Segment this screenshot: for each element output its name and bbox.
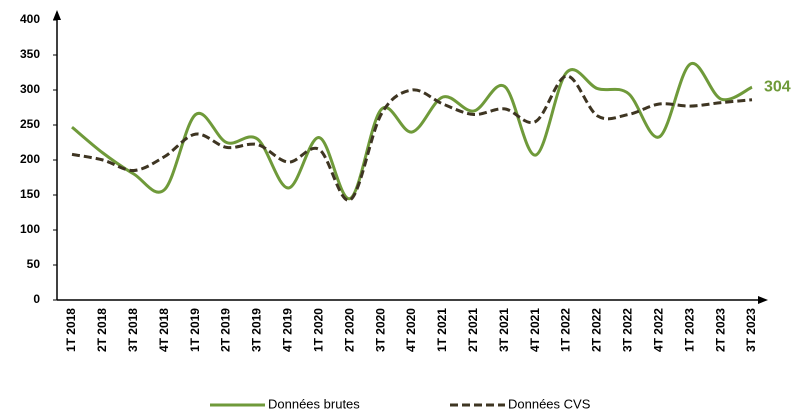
y-tick-label: 100 — [20, 222, 40, 236]
x-tick-label: 3T 2023 — [744, 308, 758, 352]
x-tick-label: 4T 2020 — [404, 308, 418, 352]
y-tick-label: 350 — [20, 47, 40, 61]
y-tick-label: 400 — [20, 12, 40, 26]
data-label: 304 — [764, 78, 791, 95]
x-tick-label: 2T 2019 — [219, 308, 233, 352]
y-tick-label: 200 — [20, 152, 40, 166]
x-tick-label: 1T 2023 — [682, 308, 696, 352]
x-tick-label: 1T 2019 — [188, 308, 202, 352]
x-tick-label: 2T 2021 — [466, 308, 480, 352]
x-tick-label: 1T 2020 — [311, 308, 325, 352]
x-tick-label: 4T 2018 — [157, 308, 171, 352]
y-tick-label: 0 — [33, 292, 40, 306]
y-axis-arrow — [53, 10, 61, 20]
x-tick-label: 1T 2018 — [64, 308, 78, 352]
y-tick-label: 50 — [27, 257, 41, 271]
x-tick-label: 3T 2018 — [126, 308, 140, 352]
x-tick-label: 4T 2022 — [651, 308, 665, 352]
series-line — [71, 74, 753, 202]
x-tick-label: 1T 2021 — [435, 308, 449, 352]
x-tick-label: 4T 2019 — [281, 308, 295, 352]
x-tick-label: 4T 2021 — [528, 308, 542, 352]
x-tick-label: 3T 2019 — [250, 308, 264, 352]
x-tick-label: 1T 2022 — [559, 308, 573, 352]
legend-label: Données brutes — [268, 396, 360, 411]
x-axis-arrow — [758, 296, 768, 304]
y-tick-label: 150 — [20, 187, 40, 201]
x-tick-label: 2T 2023 — [713, 308, 727, 352]
x-tick-label: 2T 2018 — [95, 308, 109, 352]
x-tick-label: 3T 2022 — [621, 308, 635, 352]
x-tick-label: 3T 2021 — [497, 308, 511, 352]
x-tick-label: 3T 2020 — [373, 308, 387, 352]
x-tick-label: 2T 2022 — [590, 308, 604, 352]
y-tick-label: 250 — [20, 117, 40, 131]
legend-label: Données CVS — [508, 396, 591, 411]
x-tick-label: 2T 2020 — [342, 308, 356, 352]
y-tick-label: 300 — [20, 82, 40, 96]
series-line — [71, 62, 753, 200]
